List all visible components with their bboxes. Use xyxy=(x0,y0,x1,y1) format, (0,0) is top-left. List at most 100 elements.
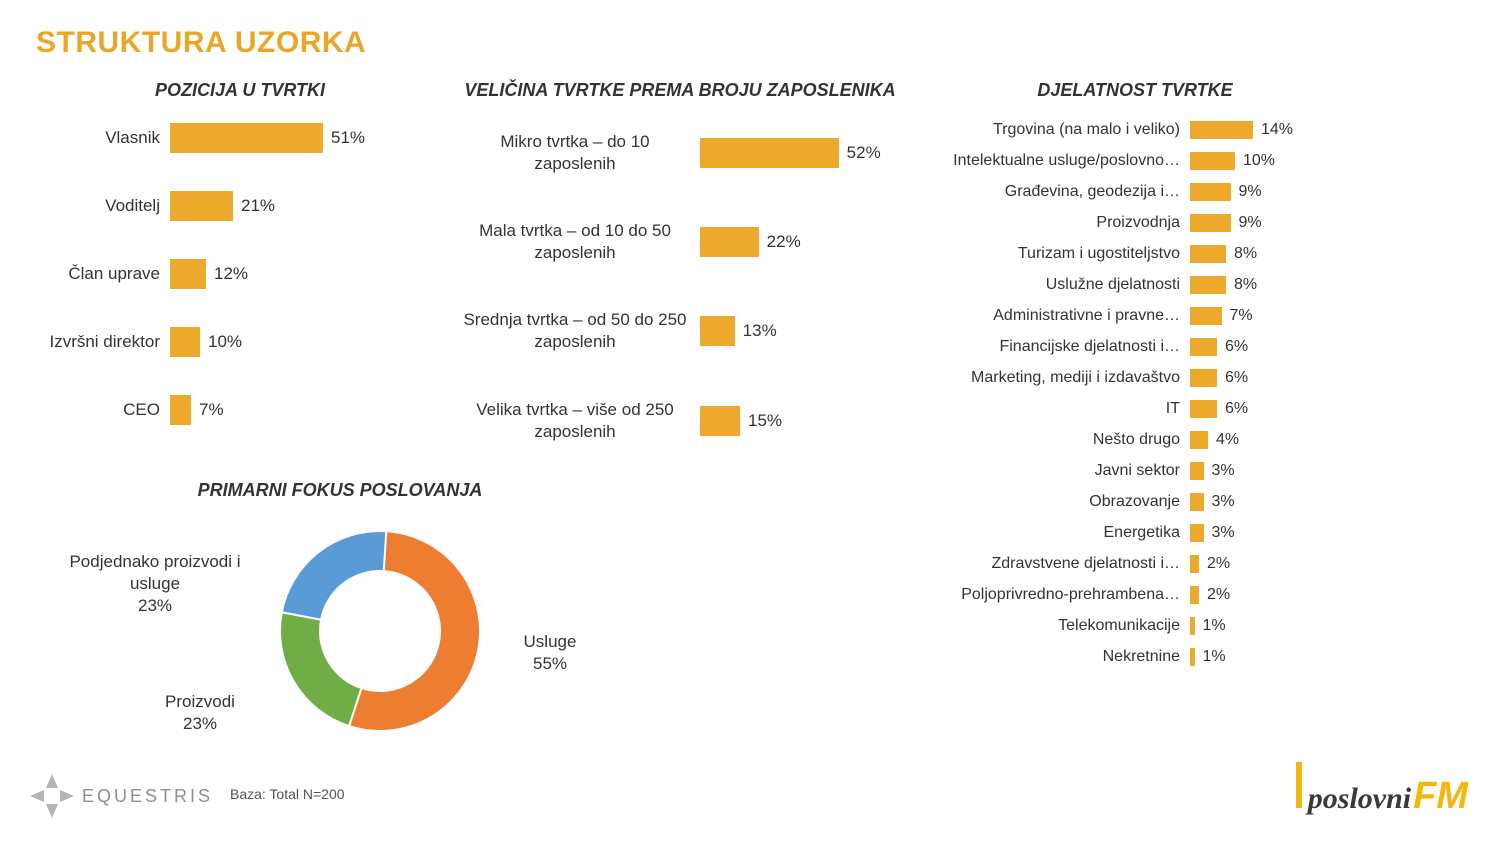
bar-track: 3% xyxy=(1190,462,1350,480)
activity-label: Obrazovanje xyxy=(920,493,1190,511)
bar-fill xyxy=(1190,152,1235,170)
bar-value: 3% xyxy=(1212,462,1235,480)
activity-row: Zdravstvene djelatnosti i…2% xyxy=(920,555,1350,573)
bar-value: 6% xyxy=(1225,400,1248,418)
bar-fill xyxy=(700,138,839,168)
bar-track: 10% xyxy=(170,327,450,357)
activity-row: Poljoprivredno-prehrambena…2% xyxy=(920,586,1350,604)
bar-value: 51% xyxy=(331,128,365,148)
activity-row: Administrativne i pravne… 7% xyxy=(920,307,1350,325)
activity-row: IT6% xyxy=(920,400,1350,418)
bar-fill xyxy=(1190,276,1226,294)
bar-value: 13% xyxy=(743,321,777,341)
activity-row: Obrazovanje3% xyxy=(920,493,1350,511)
activity-row: Nekretnine1% xyxy=(920,648,1350,666)
bar-track: 15% xyxy=(700,406,900,436)
donut-label: Podjednako proizvodi iusluge23% xyxy=(50,551,260,617)
activity-label: Poljoprivredno-prehrambena… xyxy=(920,586,1190,604)
bar-track: 10% xyxy=(1190,152,1350,170)
position-chart: POZICIJA U TVRTKI Vlasnik 51% Voditelj21% Č… xyxy=(30,80,450,425)
bar-value: 4% xyxy=(1216,431,1239,449)
bar-fill xyxy=(1190,121,1253,139)
page-title: STRUKTURA UZORKA xyxy=(36,26,366,60)
bar-value: 7% xyxy=(199,400,224,420)
bar-value: 8% xyxy=(1234,245,1257,263)
bar-value: 12% xyxy=(214,264,248,284)
bar-track: 7% xyxy=(1190,307,1350,325)
bar-value: 22% xyxy=(767,232,801,252)
bar-value: 7% xyxy=(1230,307,1253,325)
bar-fill xyxy=(1190,493,1204,511)
bar-track: 14% xyxy=(1190,121,1350,139)
poslovnifm-bar-icon xyxy=(1296,762,1302,808)
bar-value: 1% xyxy=(1203,617,1226,635)
activity-row: Proizvodnja 9% xyxy=(920,214,1350,232)
position-row: Član uprave 12% xyxy=(30,259,450,289)
activity-chart: DJELATNOST TVRTKE Trgovina (na malo i ve… xyxy=(920,80,1350,679)
position-label: Član uprave xyxy=(30,264,170,284)
bar-track: 9% xyxy=(1190,214,1350,232)
bar-track: 6% xyxy=(1190,338,1350,356)
bar-fill xyxy=(1190,586,1199,604)
donut-slice xyxy=(280,612,361,726)
bar-fill xyxy=(1190,214,1231,232)
position-row: Vlasnik 51% xyxy=(30,123,450,153)
bar-track: 6% xyxy=(1190,400,1350,418)
position-chart-title: POZICIJA U TVRTKI xyxy=(30,80,450,101)
activity-label: Zdravstvene djelatnosti i… xyxy=(920,555,1190,573)
bar-track: 8% xyxy=(1190,276,1350,294)
activity-row: Intelektualne usluge/poslovno… 10% xyxy=(920,152,1350,170)
position-label: Voditelj xyxy=(30,196,170,216)
bar-fill xyxy=(1190,400,1217,418)
bar-fill xyxy=(1190,338,1217,356)
size-row: Mikro tvrtka – do 10 zaposlenih52% xyxy=(460,131,900,175)
bar-fill xyxy=(1190,524,1204,542)
activity-label: Uslužne djelatnosti xyxy=(920,276,1190,294)
activity-label: Nešto drugo xyxy=(920,431,1190,449)
bar-fill xyxy=(1190,245,1226,263)
poslovnifm-word1: poslovni xyxy=(1308,782,1411,816)
bar-track: 12% xyxy=(170,259,450,289)
activity-row: Financijske djelatnosti i…6% xyxy=(920,338,1350,356)
activity-label: Proizvodnja xyxy=(920,214,1190,232)
size-label: Srednja tvrtka – od 50 do 250 zaposlenih xyxy=(460,309,700,353)
bar-fill xyxy=(1190,555,1199,573)
activity-label: Administrativne i pravne… xyxy=(920,307,1190,325)
activity-label: Marketing, mediji i izdavaštvo xyxy=(920,369,1190,387)
bar-value: 3% xyxy=(1212,524,1235,542)
size-chart: VELIČINA TVRTKE PREMA BROJU ZAPOSLENIKA … xyxy=(460,80,900,488)
activity-label: Trgovina (na malo i veliko) xyxy=(920,121,1190,139)
bar-fill xyxy=(1190,307,1222,325)
bar-track: 1% xyxy=(1190,648,1350,666)
donut-slice xyxy=(282,531,387,620)
size-label: Mikro tvrtka – do 10 zaposlenih xyxy=(460,131,700,175)
activity-row: Turizam i ugostiteljstvo8% xyxy=(920,245,1350,263)
focus-chart: PRIMARNI FOKUS POSLOVANJA Usluge55%Proiz… xyxy=(40,480,640,781)
bar-fill xyxy=(1190,183,1231,201)
bar-fill xyxy=(1190,369,1217,387)
bar-track: 4% xyxy=(1190,431,1350,449)
position-label: Izvršni direktor xyxy=(30,332,170,352)
size-chart-title: VELIČINA TVRTKE PREMA BROJU ZAPOSLENIKA xyxy=(460,80,900,101)
bar-track: 22% xyxy=(700,227,900,257)
activity-label: Financijske djelatnosti i… xyxy=(920,338,1190,356)
size-row: Mala tvrtka – od 10 do 50 zaposlenih22% xyxy=(460,220,900,264)
position-label: Vlasnik xyxy=(30,128,170,148)
bar-fill xyxy=(700,227,759,257)
activity-row: Energetika3% xyxy=(920,524,1350,542)
bar-track: 21% xyxy=(170,191,450,221)
bar-value: 10% xyxy=(1243,152,1275,170)
equestris-wordmark: EQUESTRIS xyxy=(82,786,213,807)
activity-label: Intelektualne usluge/poslovno… xyxy=(920,152,1190,170)
bar-value: 9% xyxy=(1239,214,1262,232)
equestris-logo: EQUESTRIS xyxy=(30,774,213,818)
activity-row: Nešto drugo 4% xyxy=(920,431,1350,449)
bar-fill xyxy=(1190,462,1204,480)
donut-label: Usluge55% xyxy=(490,631,610,675)
bar-track: 9% xyxy=(1190,183,1350,201)
poslovnifm-word2: FM xyxy=(1413,775,1468,818)
bar-track: 7% xyxy=(170,395,450,425)
bar-track: 3% xyxy=(1190,524,1350,542)
bar-value: 6% xyxy=(1225,369,1248,387)
size-label: Velika tvrtka – više od 250 zaposlenih xyxy=(460,399,700,443)
